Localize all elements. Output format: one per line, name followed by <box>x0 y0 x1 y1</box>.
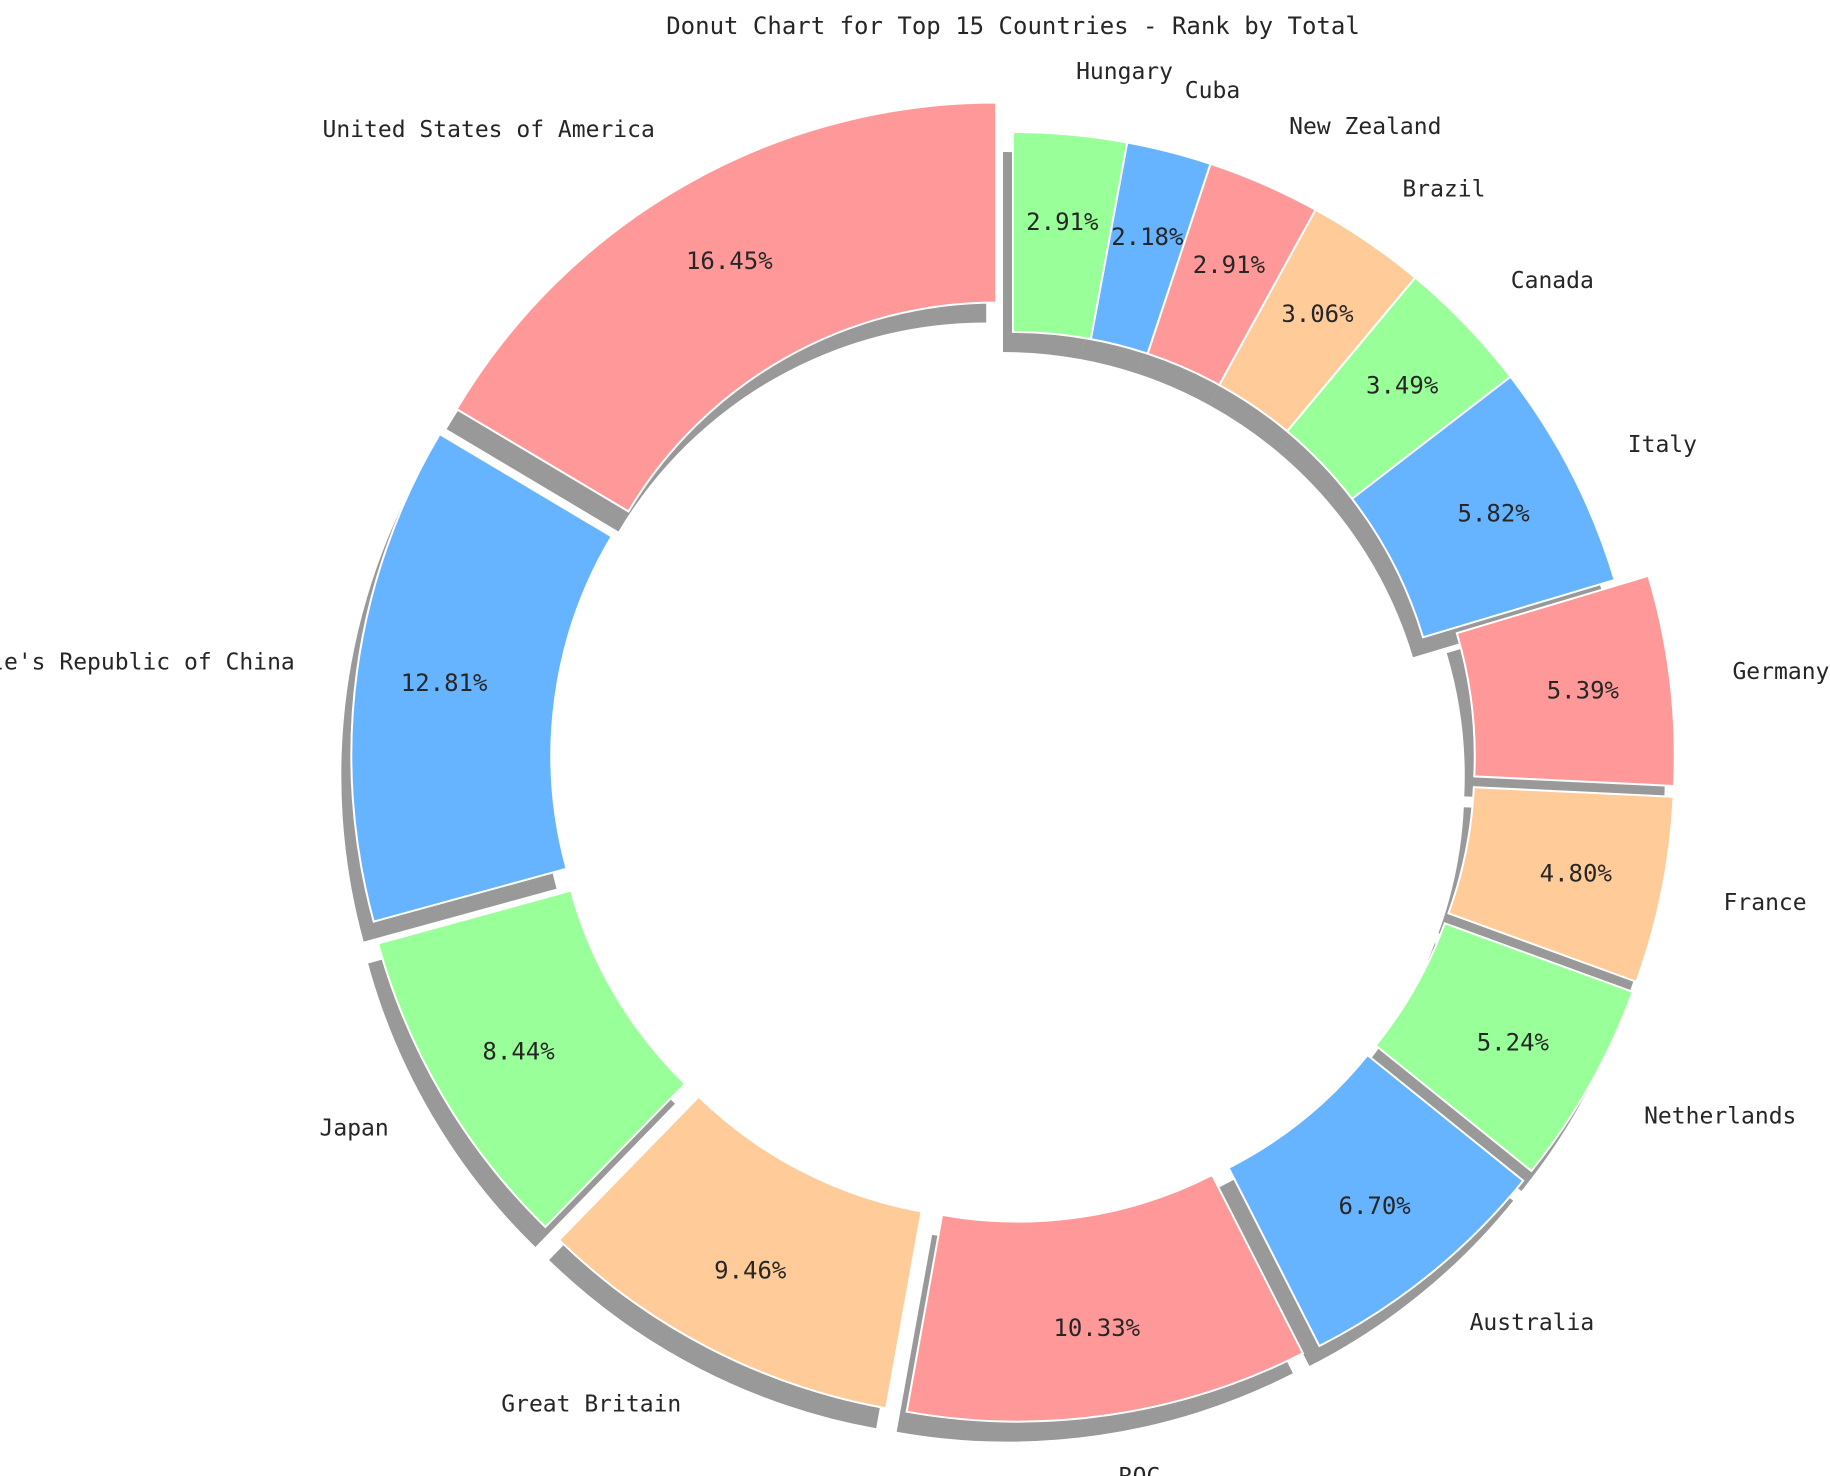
slice-netherlands[interactable] <box>1374 922 1634 1173</box>
category-label-netherlands: Netherlands <box>1644 1103 1796 1129</box>
category-label-brazil: Brazil <box>1402 176 1485 202</box>
percent-label-italy: 5.82% <box>1457 500 1530 528</box>
category-label-germany: Germany <box>1732 659 1829 685</box>
category-label-united-states-of-america: United States of America <box>323 117 655 143</box>
category-label-france: France <box>1724 890 1807 916</box>
slice-germany[interactable] <box>1455 574 1676 788</box>
percent-label-france: 4.80% <box>1540 859 1613 887</box>
category-label-great-britain: Great Britain <box>501 1391 681 1417</box>
category-label-hungary: Hungary <box>1076 59 1173 85</box>
percent-label-roc: 10.33% <box>1053 1314 1140 1342</box>
slice-hungary[interactable] <box>1012 130 1129 341</box>
percent-label-japan: 8.44% <box>482 1038 555 1066</box>
category-label-australia: Australia <box>1470 1310 1595 1336</box>
percent-label-netherlands: 5.24% <box>1477 1028 1550 1056</box>
percent-label-germany: 5.39% <box>1547 676 1620 704</box>
percent-label-australia: 6.70% <box>1339 1192 1412 1220</box>
category-label-new-zealand: New Zealand <box>1289 114 1441 140</box>
percent-label-people-s-republic-of-china: 12.81% <box>401 669 488 697</box>
slice-france[interactable] <box>1447 786 1675 984</box>
category-label-canada: Canada <box>1511 268 1594 294</box>
slice-roc[interactable] <box>905 1173 1305 1423</box>
percent-label-hungary: 2.91% <box>1026 208 1099 236</box>
slice-united-states-of-america[interactable] <box>455 101 998 513</box>
category-label-roc: ROC <box>1119 1464 1161 1476</box>
category-label-italy: Italy <box>1628 432 1697 458</box>
chart-title: Donut Chart for Top 15 Countries - Rank … <box>666 12 1360 40</box>
slice-australia[interactable] <box>1227 1053 1525 1348</box>
percent-label-united-states-of-america: 16.45% <box>686 247 773 275</box>
category-label-people-s-republic-of-china: People's Republic of China <box>0 650 295 676</box>
category-label-cuba: Cuba <box>1185 78 1240 104</box>
percent-label-new-zealand: 2.91% <box>1193 251 1266 279</box>
slice-layer <box>350 101 1676 1423</box>
label-layer: 16.45% United States of America 12.81% Peop… <box>0 59 1829 1476</box>
slice-great-britain[interactable] <box>557 1095 923 1410</box>
slice-japan[interactable] <box>376 889 687 1229</box>
percent-label-cuba: 2.18% <box>1111 223 1184 251</box>
percent-label-brazil: 3.06% <box>1281 300 1354 328</box>
category-label-japan: Japan <box>320 1115 389 1141</box>
percent-label-canada: 3.49% <box>1366 372 1439 400</box>
percent-label-great-britain: 9.46% <box>714 1256 787 1284</box>
slice-people-s-republic-of-china[interactable] <box>350 432 613 923</box>
